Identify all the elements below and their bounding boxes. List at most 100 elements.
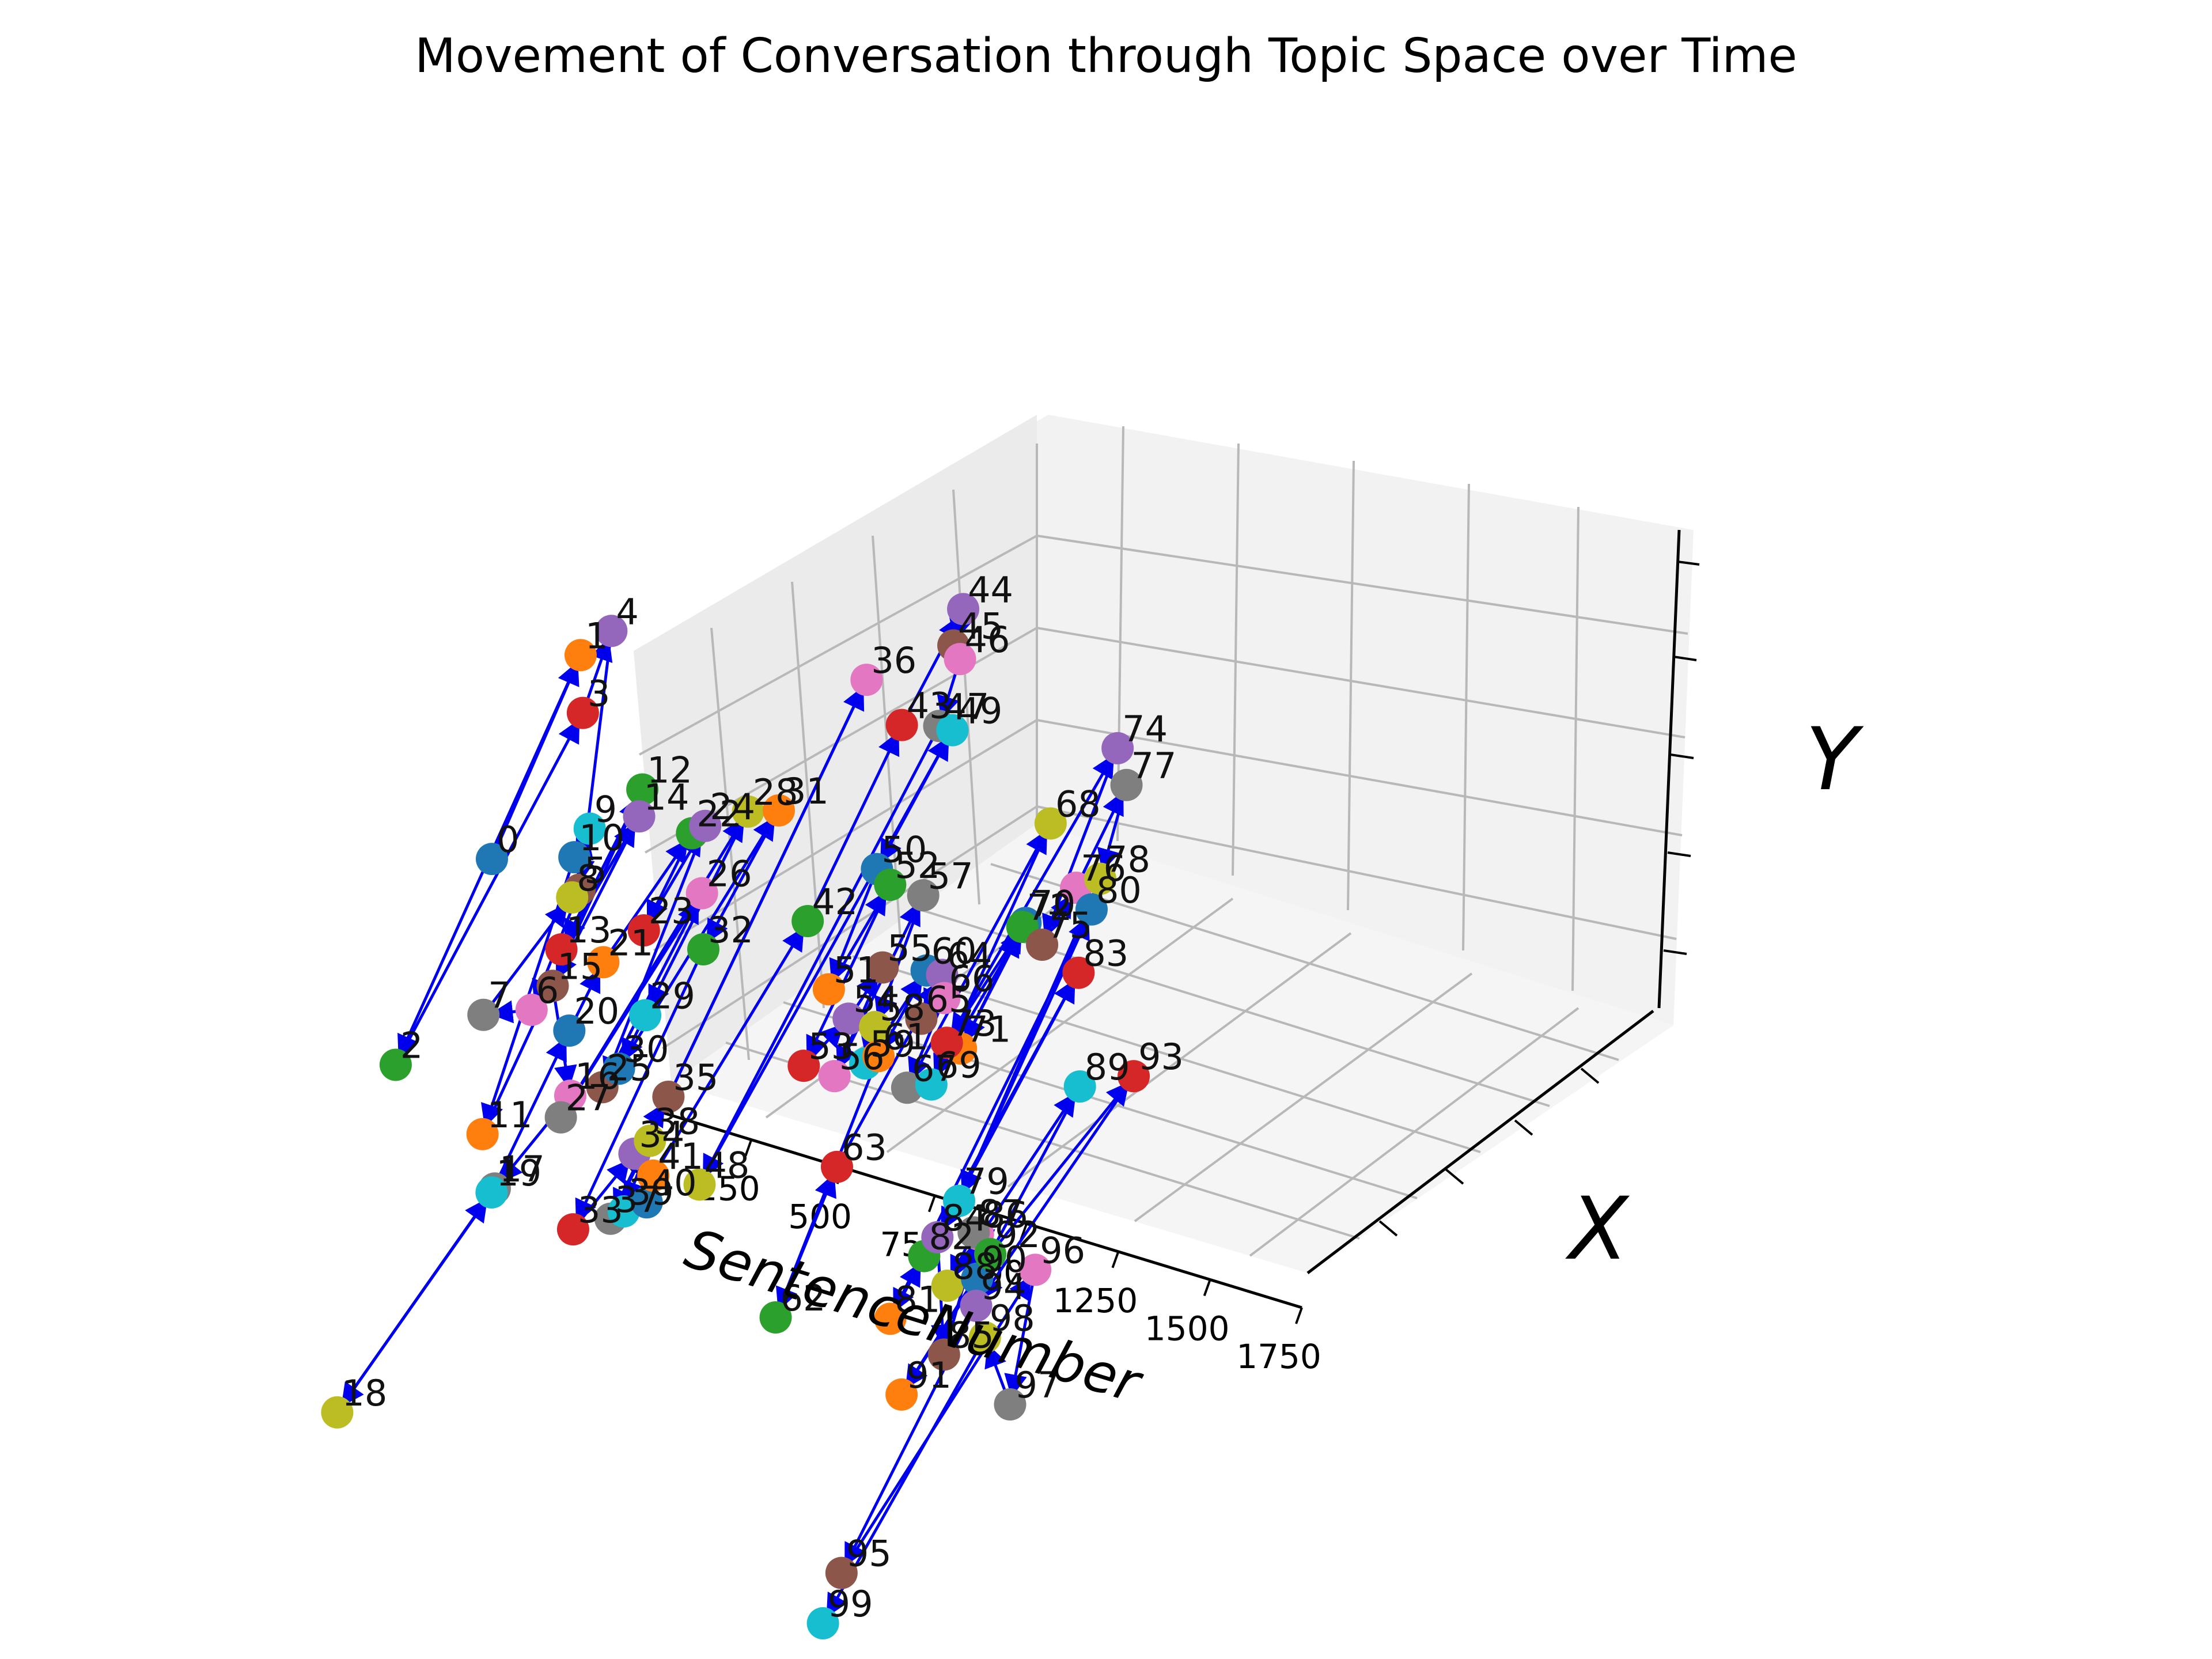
point-label: 64 [946,934,992,976]
data-points [321,593,1150,1639]
data-point [553,1014,586,1047]
point-label: 29 [650,975,695,1017]
point-label: 20 [574,990,619,1032]
grid-line [952,489,980,905]
point-label: 4 [616,590,638,632]
data-point [556,881,589,914]
point-label: 67 [912,1047,957,1089]
point-label: 5 [584,849,607,891]
trajectory-arrow [336,1198,488,1414]
data-point [379,1048,412,1081]
z-tick [1673,656,1697,661]
data-point [627,914,660,947]
point-label: 83 [1083,933,1128,975]
grid-line [1249,1007,1580,1257]
data-point [862,1040,895,1073]
trajectory-arrow [394,719,580,1066]
point-label: 47 [944,685,989,728]
point-label: 7 [488,975,510,1017]
trajectory-arrow [1074,791,1124,889]
data-point [820,1150,853,1183]
x-tick [1111,1251,1120,1268]
grid-line [1134,972,1473,1222]
z-axis-ticks [1663,560,1700,955]
point-label: 36 [871,639,916,681]
point-label: 54 [853,978,899,1020]
point-label: 84 [942,1197,987,1239]
data-point [968,1321,1001,1354]
grid-line [1036,535,1688,635]
point-label: 43 [907,685,952,727]
data-point [558,841,591,874]
point-label: 46 [965,619,1010,661]
grid-line [1232,443,1240,876]
data-point [812,973,845,1006]
point-label: 87 [978,1192,1024,1234]
point-label: 16 [575,1055,620,1097]
data-point [652,1080,685,1113]
grid-line [1462,483,1470,951]
point-label: 96 [1040,1229,1085,1271]
data-point [545,933,578,966]
trajectory-arrow [490,1036,567,1194]
point-label: 17 [499,1148,545,1190]
data-point [1118,1060,1150,1093]
point-label: 31 [783,770,829,812]
point-label: 66 [949,958,994,1000]
trajectory-arrow [603,825,707,1081]
point-label: 65 [926,978,971,1020]
data-point [928,982,961,1014]
trajectory-arrow [989,1081,1130,1255]
point-label: 41 [658,1135,703,1177]
trajectory-arrow [575,948,705,1224]
chart-title: Movement of Conversation through Topic S… [415,29,1797,84]
data-point [689,809,722,842]
point-label: 26 [707,853,752,895]
point-label: 13 [566,909,612,951]
y-axis-ticks [1378,1067,1600,1237]
grid-line [661,805,1038,1050]
point-label: 35 [673,1056,718,1099]
point-label: 33 [578,1189,623,1231]
point-label: 38 [654,1100,700,1142]
data-point [732,795,764,828]
data-point [630,1186,663,1219]
data-point [960,1289,993,1322]
data-point [944,643,976,676]
data-point [1063,1070,1096,1103]
point-label: 28 [753,771,798,813]
point-label: 59 [870,1023,915,1065]
axis-lines [659,529,1700,1309]
trajectory-arrow [906,829,1048,1089]
point-label: 62 [781,1277,826,1319]
point-label: 71 [965,1008,1011,1050]
data-point [850,664,883,696]
data-point [466,1118,499,1150]
axes-panes [634,415,1694,1273]
data-point [859,1010,892,1043]
point-label: 27 [566,1077,611,1119]
point-label: 25 [607,1047,653,1089]
point-label: 30 [624,1028,669,1070]
point-label: 34 [639,1113,684,1156]
x-tick [1203,1279,1211,1297]
point-label: 61 [883,1016,929,1058]
trajectory-arrow [945,754,1115,1044]
data-point [1084,862,1117,895]
data-point [947,593,980,626]
trajectory-arrow [703,725,941,1179]
point-label: 56 [839,1036,885,1078]
data-point [637,1159,670,1192]
point-label: 51 [834,949,879,991]
point-label: 73 [952,1002,997,1044]
data-point [866,951,899,984]
point-label: 22 [696,793,742,835]
data-point [806,1607,839,1639]
data-point [1075,893,1108,926]
point-label: 93 [1138,1036,1184,1078]
data-point [629,999,662,1032]
y-axis-label: X [1565,1179,1630,1279]
y-tick [1580,1067,1600,1084]
